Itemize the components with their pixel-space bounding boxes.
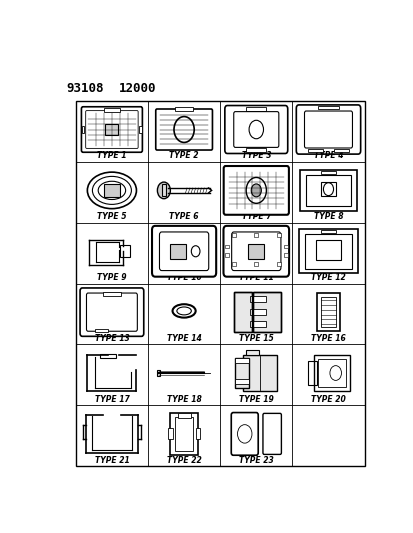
Bar — [318, 359, 345, 387]
Bar — [104, 108, 119, 112]
Bar — [242, 355, 277, 391]
Text: TYPE 20: TYPE 20 — [310, 395, 345, 403]
Bar — [234, 358, 249, 364]
Bar — [320, 171, 336, 174]
Circle shape — [191, 246, 199, 257]
Text: TYPE 10: TYPE 10 — [166, 273, 201, 282]
Bar — [161, 184, 166, 197]
Bar — [175, 107, 192, 111]
Text: TYPE 15: TYPE 15 — [238, 334, 273, 343]
Bar — [177, 413, 190, 418]
Bar — [276, 262, 280, 266]
Text: 12000: 12000 — [119, 83, 156, 95]
Bar — [276, 233, 280, 237]
Circle shape — [246, 177, 266, 203]
Bar — [316, 240, 340, 261]
Bar — [168, 429, 172, 439]
Circle shape — [237, 425, 252, 443]
Text: TYPE 19: TYPE 19 — [238, 395, 273, 403]
Text: TYPE 11: TYPE 11 — [238, 273, 273, 282]
Circle shape — [251, 123, 261, 136]
Bar — [76, 101, 364, 466]
Bar — [234, 358, 249, 388]
Bar — [157, 370, 160, 376]
Bar — [317, 106, 339, 109]
Bar — [231, 262, 235, 266]
Bar — [308, 149, 322, 152]
Bar — [249, 321, 265, 327]
Text: TYPE 6: TYPE 6 — [169, 212, 198, 221]
Bar — [234, 379, 249, 384]
FancyBboxPatch shape — [223, 166, 288, 215]
Bar — [299, 169, 356, 211]
Text: TYPE 21: TYPE 21 — [94, 456, 129, 465]
Bar — [224, 245, 228, 248]
Bar — [139, 126, 142, 133]
Circle shape — [157, 182, 170, 199]
Text: TYPE 18: TYPE 18 — [166, 395, 201, 403]
Bar — [234, 293, 252, 332]
Bar — [170, 244, 186, 259]
Circle shape — [329, 366, 341, 381]
Bar — [249, 309, 265, 315]
Bar — [308, 361, 316, 385]
Bar — [254, 233, 258, 237]
Bar — [195, 429, 199, 439]
Text: TYPE 1: TYPE 1 — [97, 151, 126, 160]
Bar — [94, 328, 107, 332]
Text: TYPE 13: TYPE 13 — [94, 334, 129, 343]
Bar — [224, 253, 228, 257]
Text: 93108: 93108 — [66, 83, 103, 95]
Bar — [104, 184, 119, 197]
Bar — [249, 296, 265, 302]
Bar — [174, 417, 193, 451]
Ellipse shape — [176, 307, 191, 315]
FancyBboxPatch shape — [223, 226, 288, 277]
Bar — [254, 262, 258, 266]
Bar — [246, 351, 259, 356]
Text: TYPE 5: TYPE 5 — [97, 212, 126, 221]
Text: TYPE 4: TYPE 4 — [313, 151, 342, 160]
Bar — [253, 293, 280, 332]
Bar — [81, 126, 84, 133]
FancyBboxPatch shape — [152, 226, 216, 277]
Bar — [103, 292, 121, 296]
Text: TYPE 12: TYPE 12 — [310, 273, 345, 282]
Bar — [333, 149, 348, 152]
Text: TYPE 8: TYPE 8 — [313, 212, 342, 221]
Circle shape — [251, 184, 261, 197]
Bar — [246, 107, 266, 111]
Bar — [304, 233, 351, 269]
Bar — [231, 233, 235, 237]
Bar — [246, 148, 266, 152]
Text: TYPE 3: TYPE 3 — [241, 151, 271, 160]
Bar — [320, 297, 336, 327]
Bar — [170, 413, 197, 455]
Bar — [283, 245, 287, 248]
Text: TYPE 22: TYPE 22 — [166, 456, 201, 465]
Ellipse shape — [98, 181, 125, 199]
Text: TYPE 16: TYPE 16 — [310, 334, 345, 343]
Bar — [305, 175, 350, 206]
Bar — [119, 245, 130, 257]
Bar — [283, 253, 287, 257]
Bar — [253, 293, 280, 332]
Text: TYPE 7: TYPE 7 — [241, 212, 271, 221]
Bar — [100, 353, 116, 358]
Bar — [316, 293, 339, 331]
Bar — [320, 182, 336, 196]
Text: TYPE 9: TYPE 9 — [97, 273, 126, 282]
Bar — [105, 124, 118, 135]
Bar — [313, 356, 349, 391]
Circle shape — [249, 120, 263, 139]
Bar — [320, 230, 335, 233]
Text: TYPE 17: TYPE 17 — [94, 395, 129, 403]
Circle shape — [173, 117, 194, 142]
Bar — [298, 229, 357, 273]
Text: TYPE 23: TYPE 23 — [238, 456, 273, 465]
Text: TYPE 2: TYPE 2 — [169, 151, 198, 160]
Bar — [234, 293, 252, 332]
Bar — [248, 244, 263, 259]
Text: TYPE 14: TYPE 14 — [166, 334, 201, 343]
